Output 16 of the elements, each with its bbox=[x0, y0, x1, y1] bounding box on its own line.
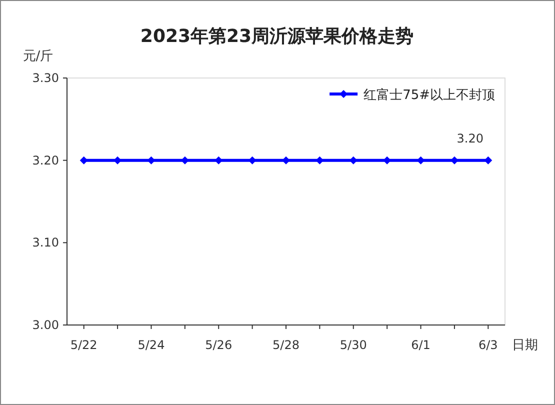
x-tick-label: 5/22 bbox=[70, 338, 98, 352]
chart-title: 2023年第23周沂源苹果价格走势 bbox=[140, 26, 414, 47]
x-tick-label: 6/3 bbox=[478, 338, 498, 352]
x-tick-label: 5/26 bbox=[205, 338, 232, 352]
x-axis-title: 日期 bbox=[512, 338, 538, 353]
x-tick-label: 5/28 bbox=[272, 338, 300, 352]
data-label: 3.20 bbox=[456, 131, 484, 146]
x-tick-label: 5/30 bbox=[340, 338, 367, 352]
y-axis-title: 元/斤 bbox=[22, 49, 54, 64]
legend-label: 红富士75#以上不封顶 bbox=[364, 87, 495, 103]
y-tick-label: 3.20 bbox=[32, 153, 59, 168]
y-tick-label: 3.10 bbox=[32, 236, 59, 250]
y-tick-label: 3.30 bbox=[32, 71, 59, 85]
x-tick-label: 5/24 bbox=[138, 338, 165, 352]
y-tick-label: 3.00 bbox=[32, 318, 59, 332]
x-tick-label: 6/1 bbox=[411, 338, 430, 352]
